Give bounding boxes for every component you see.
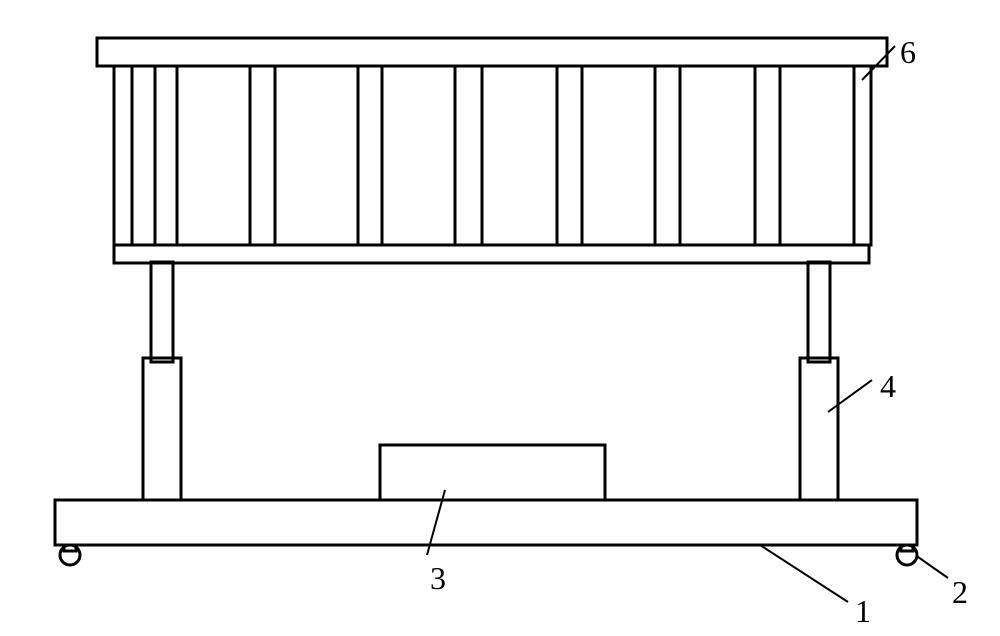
label-4: 4 <box>880 368 896 405</box>
patent-diagram <box>0 0 1000 636</box>
label-6: 6 <box>900 34 916 71</box>
label-1: 1 <box>855 593 871 630</box>
label-2: 2 <box>952 574 968 611</box>
label-3: 3 <box>430 560 446 597</box>
